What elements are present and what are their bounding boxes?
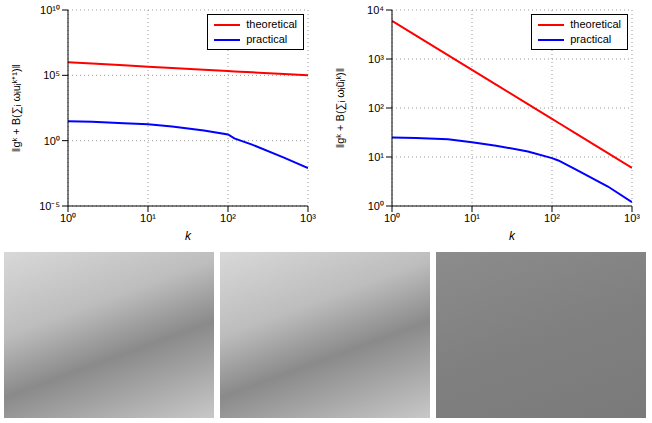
svg-text:10⁰: 10⁰: [60, 212, 76, 224]
svg-text:10¹: 10¹: [464, 212, 480, 224]
svg-text:10²: 10²: [220, 212, 236, 224]
svg-text:10³: 10³: [300, 212, 316, 224]
svg-text:10⁻⁵: 10⁻⁵: [39, 200, 60, 212]
svg-text:10⁰: 10⁰: [44, 135, 60, 147]
html-text:practical: practical: [570, 33, 612, 45]
svg-text:k: k: [185, 229, 192, 243]
html-text:theoretical: theoretical: [570, 18, 621, 30]
svg-text:‖gᵏ + B(∑ᵢ ωᵢũᵢᵏ)‖: ‖gᵏ + B(∑ᵢ ωᵢũᵢᵏ)‖: [334, 68, 347, 149]
svg-text:10²: 10²: [544, 212, 560, 224]
svg-text:10⁵: 10⁵: [43, 69, 60, 81]
svg-text:10⁰: 10⁰: [368, 200, 384, 212]
svg-text:10⁰: 10⁰: [384, 212, 400, 224]
svg-text:10¹: 10¹: [140, 212, 156, 224]
svg-text:‖gᵏ + B(∑ᵢ ωᵢuᵢᵏ⁺¹)‖: ‖gᵏ + B(∑ᵢ ωᵢuᵢᵏ⁺¹)‖: [10, 64, 23, 152]
svg-text:10³: 10³: [368, 53, 384, 65]
svg-text:10³: 10³: [624, 212, 640, 224]
html-text:practical: practical: [246, 33, 288, 45]
svg-text:k: k: [509, 229, 516, 243]
svg-text:10¹⁰: 10¹⁰: [40, 4, 60, 16]
html-text:theoretical: theoretical: [246, 18, 297, 30]
svg-text:10²: 10²: [368, 102, 384, 114]
svg-text:10¹: 10¹: [368, 151, 384, 163]
svg-text:10⁴: 10⁴: [367, 4, 384, 16]
